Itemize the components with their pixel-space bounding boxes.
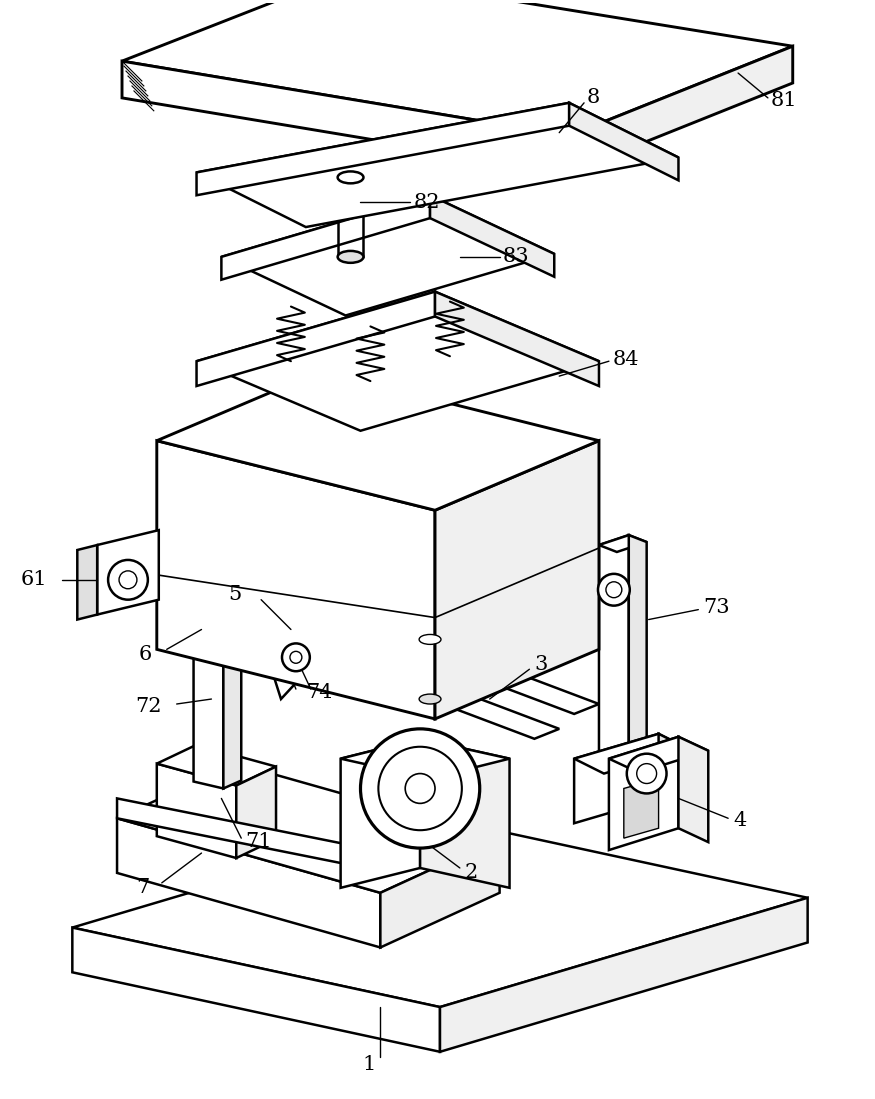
Text: 7: 7 [136, 878, 150, 898]
Polygon shape [340, 739, 509, 778]
Polygon shape [609, 736, 678, 851]
Polygon shape [122, 0, 793, 135]
Text: 1: 1 [362, 1055, 375, 1074]
Polygon shape [197, 103, 569, 196]
Polygon shape [193, 614, 242, 632]
Polygon shape [629, 535, 647, 766]
Circle shape [360, 729, 480, 848]
Ellipse shape [338, 251, 363, 263]
Circle shape [378, 746, 462, 830]
Polygon shape [569, 103, 678, 180]
Text: 4: 4 [733, 811, 746, 830]
Polygon shape [97, 530, 158, 614]
Polygon shape [73, 819, 808, 1007]
Polygon shape [122, 62, 569, 173]
Circle shape [606, 581, 622, 598]
Polygon shape [430, 196, 554, 277]
Polygon shape [157, 441, 435, 719]
Text: 83: 83 [502, 247, 529, 266]
Ellipse shape [419, 634, 441, 644]
Polygon shape [197, 291, 599, 431]
Polygon shape [678, 736, 708, 842]
Polygon shape [381, 839, 500, 947]
Text: 82: 82 [413, 192, 439, 212]
Polygon shape [659, 734, 689, 813]
Polygon shape [117, 764, 500, 892]
Polygon shape [311, 604, 599, 714]
Text: 84: 84 [612, 349, 640, 369]
Polygon shape [420, 739, 509, 888]
Polygon shape [223, 622, 242, 788]
Text: 71: 71 [245, 832, 272, 851]
Text: 2: 2 [465, 864, 478, 882]
Polygon shape [609, 736, 708, 773]
Polygon shape [221, 196, 430, 280]
Polygon shape [77, 545, 97, 620]
Polygon shape [599, 535, 629, 768]
Circle shape [405, 774, 435, 803]
Polygon shape [624, 778, 659, 839]
Circle shape [282, 643, 310, 671]
Polygon shape [246, 590, 340, 699]
Circle shape [290, 652, 302, 664]
Polygon shape [435, 441, 599, 719]
Polygon shape [440, 898, 808, 1052]
Polygon shape [73, 928, 440, 1052]
Polygon shape [197, 103, 678, 227]
Polygon shape [117, 819, 381, 947]
Ellipse shape [419, 695, 441, 704]
Text: 8: 8 [587, 88, 600, 108]
Polygon shape [197, 291, 435, 386]
Circle shape [637, 764, 656, 784]
Circle shape [119, 570, 136, 589]
Polygon shape [574, 734, 689, 774]
Polygon shape [340, 739, 420, 888]
Polygon shape [157, 764, 236, 858]
Polygon shape [193, 624, 223, 788]
Polygon shape [236, 767, 276, 858]
Text: 74: 74 [306, 682, 332, 701]
Polygon shape [157, 745, 276, 786]
Polygon shape [157, 371, 599, 510]
Circle shape [108, 559, 148, 600]
Polygon shape [599, 535, 647, 552]
Polygon shape [574, 734, 659, 823]
Polygon shape [221, 196, 554, 315]
Text: 61: 61 [21, 570, 47, 589]
Polygon shape [271, 630, 559, 739]
Polygon shape [435, 291, 599, 386]
Circle shape [598, 574, 630, 606]
Text: 73: 73 [704, 598, 730, 618]
Text: 5: 5 [228, 585, 242, 604]
Circle shape [626, 754, 667, 793]
Text: 6: 6 [138, 645, 152, 664]
Text: 3: 3 [535, 655, 548, 674]
Text: 72: 72 [136, 697, 162, 715]
Ellipse shape [338, 171, 363, 184]
Text: 81: 81 [771, 91, 797, 110]
Polygon shape [117, 798, 390, 873]
Polygon shape [569, 46, 793, 173]
